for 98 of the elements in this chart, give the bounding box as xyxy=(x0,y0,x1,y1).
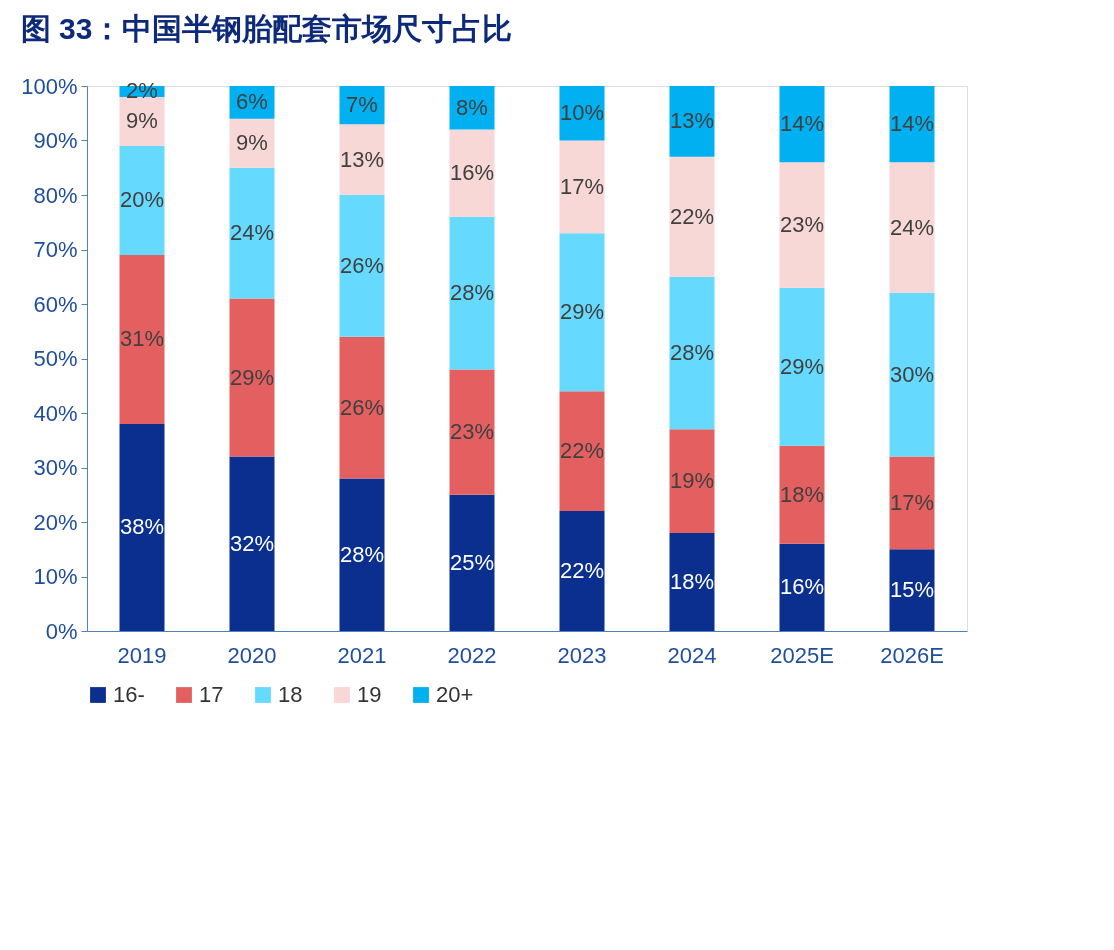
bar xyxy=(119,423,165,631)
legend-label: 17 xyxy=(199,682,224,707)
x-tick-label: 2026E xyxy=(880,642,944,668)
bar xyxy=(779,543,825,631)
y-tick-label: 90% xyxy=(33,128,78,153)
bar xyxy=(119,145,165,255)
bar xyxy=(559,233,605,392)
data-label: 29% xyxy=(779,353,825,379)
x-tick-label: 2020 xyxy=(227,642,277,668)
bar xyxy=(889,549,935,631)
bar xyxy=(889,293,935,457)
bar xyxy=(889,86,935,163)
bar xyxy=(559,391,605,512)
data-label: 20% xyxy=(119,187,165,213)
data-label: 14% xyxy=(889,111,935,137)
bar xyxy=(229,298,275,457)
data-label: 8% xyxy=(456,94,488,120)
bar xyxy=(669,276,715,430)
y-tick-label: 40% xyxy=(33,400,78,426)
data-label: 25% xyxy=(449,549,495,575)
data-label: 14% xyxy=(779,111,825,137)
data-label: 30% xyxy=(889,361,935,387)
y-tick-label: 70% xyxy=(33,237,78,262)
bar xyxy=(889,162,935,294)
bar xyxy=(779,86,825,163)
data-label: 26% xyxy=(339,252,385,278)
data-label: 22% xyxy=(559,438,605,464)
data-label: 9% xyxy=(126,108,158,134)
bar xyxy=(779,445,825,544)
data-label: 19% xyxy=(669,468,715,494)
bar xyxy=(339,478,385,631)
bar xyxy=(559,511,605,631)
x-tick-label: 2023 xyxy=(557,642,607,668)
data-label: 13% xyxy=(669,108,715,134)
data-label: 24% xyxy=(229,220,275,246)
bar xyxy=(669,532,715,631)
data-label: 15% xyxy=(889,577,935,603)
data-label: 22% xyxy=(559,558,605,584)
x-tick-label: 2024 xyxy=(667,642,717,668)
y-tick-label: 100% xyxy=(21,73,78,99)
legend-label: 18 xyxy=(278,682,303,707)
bar xyxy=(669,86,715,157)
data-label: 16% xyxy=(449,160,495,186)
bar xyxy=(889,456,935,550)
legend-label: 20+ xyxy=(436,682,474,707)
bar xyxy=(449,494,495,631)
data-label: 29% xyxy=(229,364,275,390)
data-label: 10% xyxy=(559,100,605,126)
bar xyxy=(339,195,385,337)
data-label: 23% xyxy=(449,419,495,445)
bar xyxy=(119,254,165,424)
legend-label: 16- xyxy=(113,682,145,707)
x-tick-label: 2025E xyxy=(770,642,834,668)
bar xyxy=(779,162,825,288)
data-label: 29% xyxy=(559,299,605,325)
data-label: 31% xyxy=(119,326,165,352)
x-tick-label: 2021 xyxy=(337,642,387,668)
bar xyxy=(339,124,385,195)
data-label: 32% xyxy=(229,530,275,556)
legend-label: 19 xyxy=(357,682,382,707)
data-label: 23% xyxy=(779,211,825,237)
x-tick-label: 2022 xyxy=(447,642,497,668)
data-label: 13% xyxy=(339,146,385,172)
y-tick-label: 60% xyxy=(33,291,78,317)
chart-title: 图 33：中国半钢胎配套市场尺寸占比 xyxy=(20,12,513,45)
data-label: 2% xyxy=(126,78,158,104)
bar xyxy=(669,429,715,533)
y-tick-label: 0% xyxy=(45,618,78,644)
data-label: 9% xyxy=(236,130,268,156)
bar xyxy=(339,336,385,479)
data-label: 28% xyxy=(449,280,495,306)
data-label: 28% xyxy=(339,541,385,567)
y-tick-label: 20% xyxy=(33,509,78,535)
data-label: 28% xyxy=(669,340,715,366)
bar xyxy=(229,167,275,299)
bar xyxy=(669,156,715,277)
x-tick-label: 2019 xyxy=(117,642,167,668)
y-tick-label: 30% xyxy=(33,455,78,480)
bar xyxy=(779,287,825,446)
y-tick-label: 10% xyxy=(33,564,78,589)
data-label: 7% xyxy=(346,92,378,118)
data-label: 22% xyxy=(669,203,715,229)
bar xyxy=(559,140,605,234)
data-label: 26% xyxy=(339,394,385,420)
bar xyxy=(449,129,495,217)
data-label: 17% xyxy=(559,173,605,199)
bar xyxy=(229,456,275,631)
data-label: 18% xyxy=(779,481,825,507)
data-label: 17% xyxy=(889,489,935,515)
y-tick-label: 80% xyxy=(33,182,78,208)
data-label: 16% xyxy=(779,574,825,600)
data-label: 6% xyxy=(236,89,268,115)
data-label: 18% xyxy=(669,568,715,594)
bar xyxy=(449,369,495,495)
data-label: 38% xyxy=(119,514,165,540)
y-tick-label: 50% xyxy=(33,346,78,371)
data-label: 24% xyxy=(889,214,935,240)
bar xyxy=(449,216,495,370)
